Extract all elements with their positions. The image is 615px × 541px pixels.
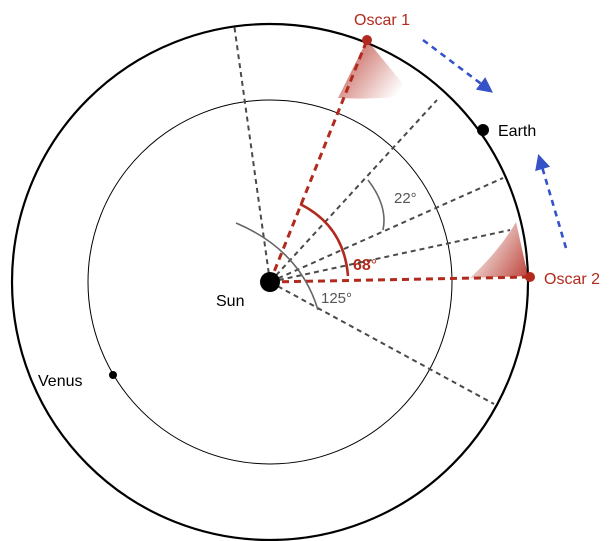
arc-68 bbox=[299, 202, 350, 277]
oscar1-label: Oscar 1 bbox=[354, 12, 410, 29]
oscar2-line bbox=[269, 275, 531, 284]
oscar1-marker bbox=[362, 35, 372, 45]
oscar2-beam bbox=[470, 222, 528, 278]
arc-22 bbox=[367, 179, 385, 231]
arrow-oscar1-direction bbox=[422, 38, 493, 93]
dashed-line-right-2 bbox=[269, 229, 511, 283]
angle-22-label: 22° bbox=[394, 190, 417, 207]
dashed-line-lower-right bbox=[269, 281, 495, 405]
angle-68-degree: ° bbox=[371, 257, 377, 274]
oscar1-beam bbox=[338, 40, 412, 99]
earth-marker bbox=[477, 124, 489, 136]
sun-label: Sun bbox=[216, 293, 244, 310]
dashed-line-top bbox=[233, 23, 271, 283]
venus-label: Venus bbox=[38, 373, 82, 390]
angle-68-value: 68 bbox=[353, 257, 371, 274]
oscar2-label: Oscar 2 bbox=[544, 271, 600, 288]
arrow-oscar2-direction bbox=[535, 154, 568, 249]
angle-68-label: 68° bbox=[353, 257, 377, 274]
outer-orbit bbox=[10, 22, 530, 541]
sun-marker bbox=[260, 272, 280, 292]
angle-125-label: 125° bbox=[321, 290, 352, 307]
oscar2-marker bbox=[525, 272, 535, 282]
inner-orbit bbox=[87, 99, 453, 465]
oscar1-line bbox=[268, 39, 369, 283]
earth-label: Earth bbox=[498, 123, 536, 140]
venus-marker bbox=[109, 371, 117, 379]
arc-125 bbox=[235, 222, 319, 311]
dashed-line-right-1 bbox=[269, 177, 504, 283]
